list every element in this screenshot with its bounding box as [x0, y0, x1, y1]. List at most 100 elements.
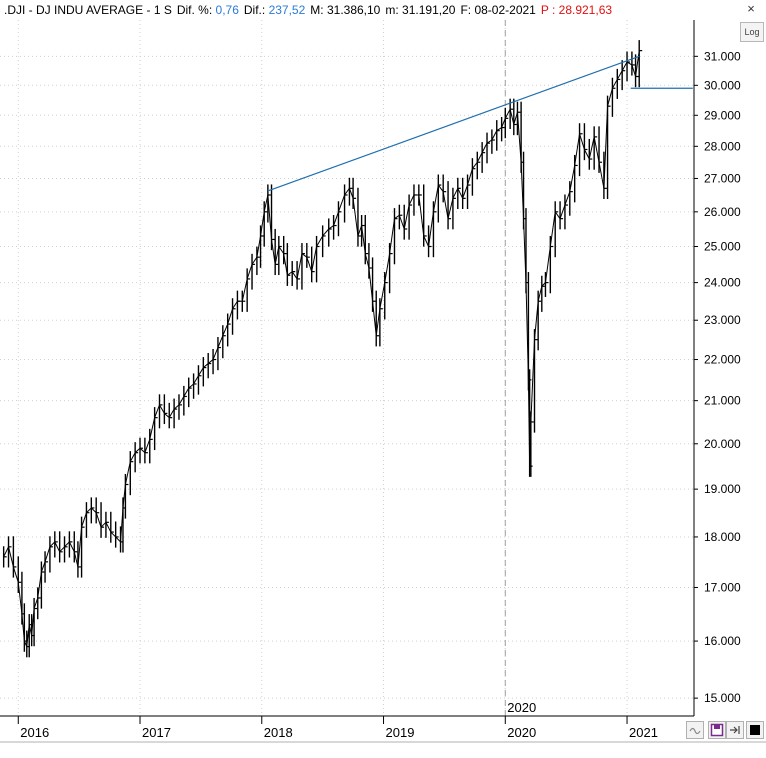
- price-connector: [608, 88, 613, 106]
- price-connector: [69, 542, 74, 552]
- price-connector: [145, 439, 150, 452]
- price-connector: [135, 448, 140, 452]
- drawn-lines: [268, 56, 693, 191]
- price-connector: [130, 453, 135, 462]
- price-connector: [111, 532, 116, 537]
- price-connector: [477, 153, 482, 163]
- price-connector: [9, 547, 14, 567]
- price-connector: [279, 247, 284, 254]
- price-connector: [433, 185, 438, 212]
- export-icon[interactable]: [726, 721, 744, 739]
- price-connector: [317, 236, 323, 247]
- price-connector: [312, 247, 317, 272]
- y-tick-label: 17.000: [704, 580, 741, 594]
- color-square-icon[interactable]: [746, 721, 764, 739]
- price-connector: [612, 79, 617, 88]
- price-connector: [545, 247, 550, 283]
- y-tick-label: 25.000: [704, 240, 741, 254]
- y-tick-label: 16.000: [704, 634, 741, 648]
- price-connector: [189, 384, 194, 388]
- price-connector: [101, 522, 106, 527]
- price-connector: [174, 405, 179, 409]
- price-connector: [155, 405, 160, 418]
- y-tick-label: 28.000: [704, 139, 741, 153]
- price-connector: [307, 257, 312, 271]
- price-connector: [184, 388, 189, 396]
- price-connector: [208, 360, 213, 364]
- price-connector: [140, 448, 145, 452]
- price-connector: [247, 264, 252, 279]
- x-tick-label: 2017: [142, 725, 171, 740]
- price-connector: [399, 215, 404, 229]
- price-connector: [203, 364, 208, 368]
- price-connector: [164, 413, 169, 417]
- price-connector: [594, 137, 599, 162]
- axes: 31.00030.00029.00028.00027.00026.00025.0…: [0, 20, 766, 742]
- price-connector: [150, 418, 155, 440]
- bottom-toolbar: [684, 719, 766, 743]
- price-connector: [159, 405, 164, 414]
- price-connector: [198, 368, 203, 376]
- price-connector: [65, 542, 70, 547]
- price-connector: [458, 188, 463, 198]
- price-connector: [60, 547, 65, 552]
- y-tick-label: 31.000: [704, 49, 741, 63]
- y-tick-label: 19.000: [704, 482, 741, 496]
- y-tick-label: 18.000: [704, 530, 741, 544]
- price-connector: [555, 212, 560, 219]
- x-tick-label: 2020: [507, 725, 536, 740]
- price-bars: [4, 40, 643, 657]
- price-connector: [13, 567, 18, 582]
- price-connector: [345, 188, 350, 195]
- price-connector: [482, 143, 487, 152]
- price-connector: [334, 212, 339, 226]
- price-connector: [589, 137, 594, 159]
- price-connector: [45, 547, 50, 562]
- grid-layer: [0, 20, 694, 716]
- price-connector: [443, 192, 448, 219]
- y-tick-label: 30.000: [704, 78, 741, 92]
- y-tick-label: 29.000: [704, 108, 741, 122]
- price-connector: [463, 185, 468, 198]
- price-connector: [169, 409, 174, 418]
- price-connector: [617, 71, 622, 80]
- save-icon[interactable]: [708, 721, 726, 739]
- y-tick-label: 20.000: [704, 437, 741, 451]
- price-connector: [622, 62, 627, 71]
- trendline: [268, 56, 639, 191]
- price-connector: [292, 272, 297, 279]
- price-connector: [116, 537, 121, 542]
- price-connector: [125, 462, 130, 485]
- price-connector: [453, 188, 458, 198]
- price-connector: [106, 522, 111, 532]
- price-connector: [353, 198, 358, 236]
- y-tick-label: 23.000: [704, 313, 741, 327]
- y-tick-label: 15.000: [704, 691, 741, 705]
- x-tick-label: 2021: [629, 725, 658, 740]
- price-connector: [409, 195, 414, 205]
- price-connector: [213, 348, 218, 360]
- price-connector: [599, 162, 604, 188]
- price-connector: [233, 301, 238, 309]
- y-tick-label: 26.000: [704, 205, 741, 219]
- price-connector: [179, 396, 184, 404]
- crosshair-date-label: 2020: [507, 700, 536, 715]
- refresh-icon[interactable]: [686, 721, 704, 739]
- x-tick-label: 2016: [20, 725, 49, 740]
- price-connector: [297, 254, 302, 279]
- price-connector: [338, 195, 344, 212]
- price-connector: [472, 162, 477, 168]
- price-connector: [91, 508, 96, 513]
- price-connector: [385, 254, 390, 283]
- price-connector: [404, 205, 409, 229]
- price-connector: [424, 236, 429, 247]
- price-connector: [223, 324, 228, 336]
- y-tick-label: 24.000: [704, 276, 741, 290]
- x-tick-label: 2019: [386, 725, 415, 740]
- price-connector: [448, 198, 453, 218]
- price-connector: [50, 542, 55, 547]
- price-connector: [4, 547, 9, 557]
- price-connector: [565, 192, 570, 205]
- price-connector: [390, 219, 395, 254]
